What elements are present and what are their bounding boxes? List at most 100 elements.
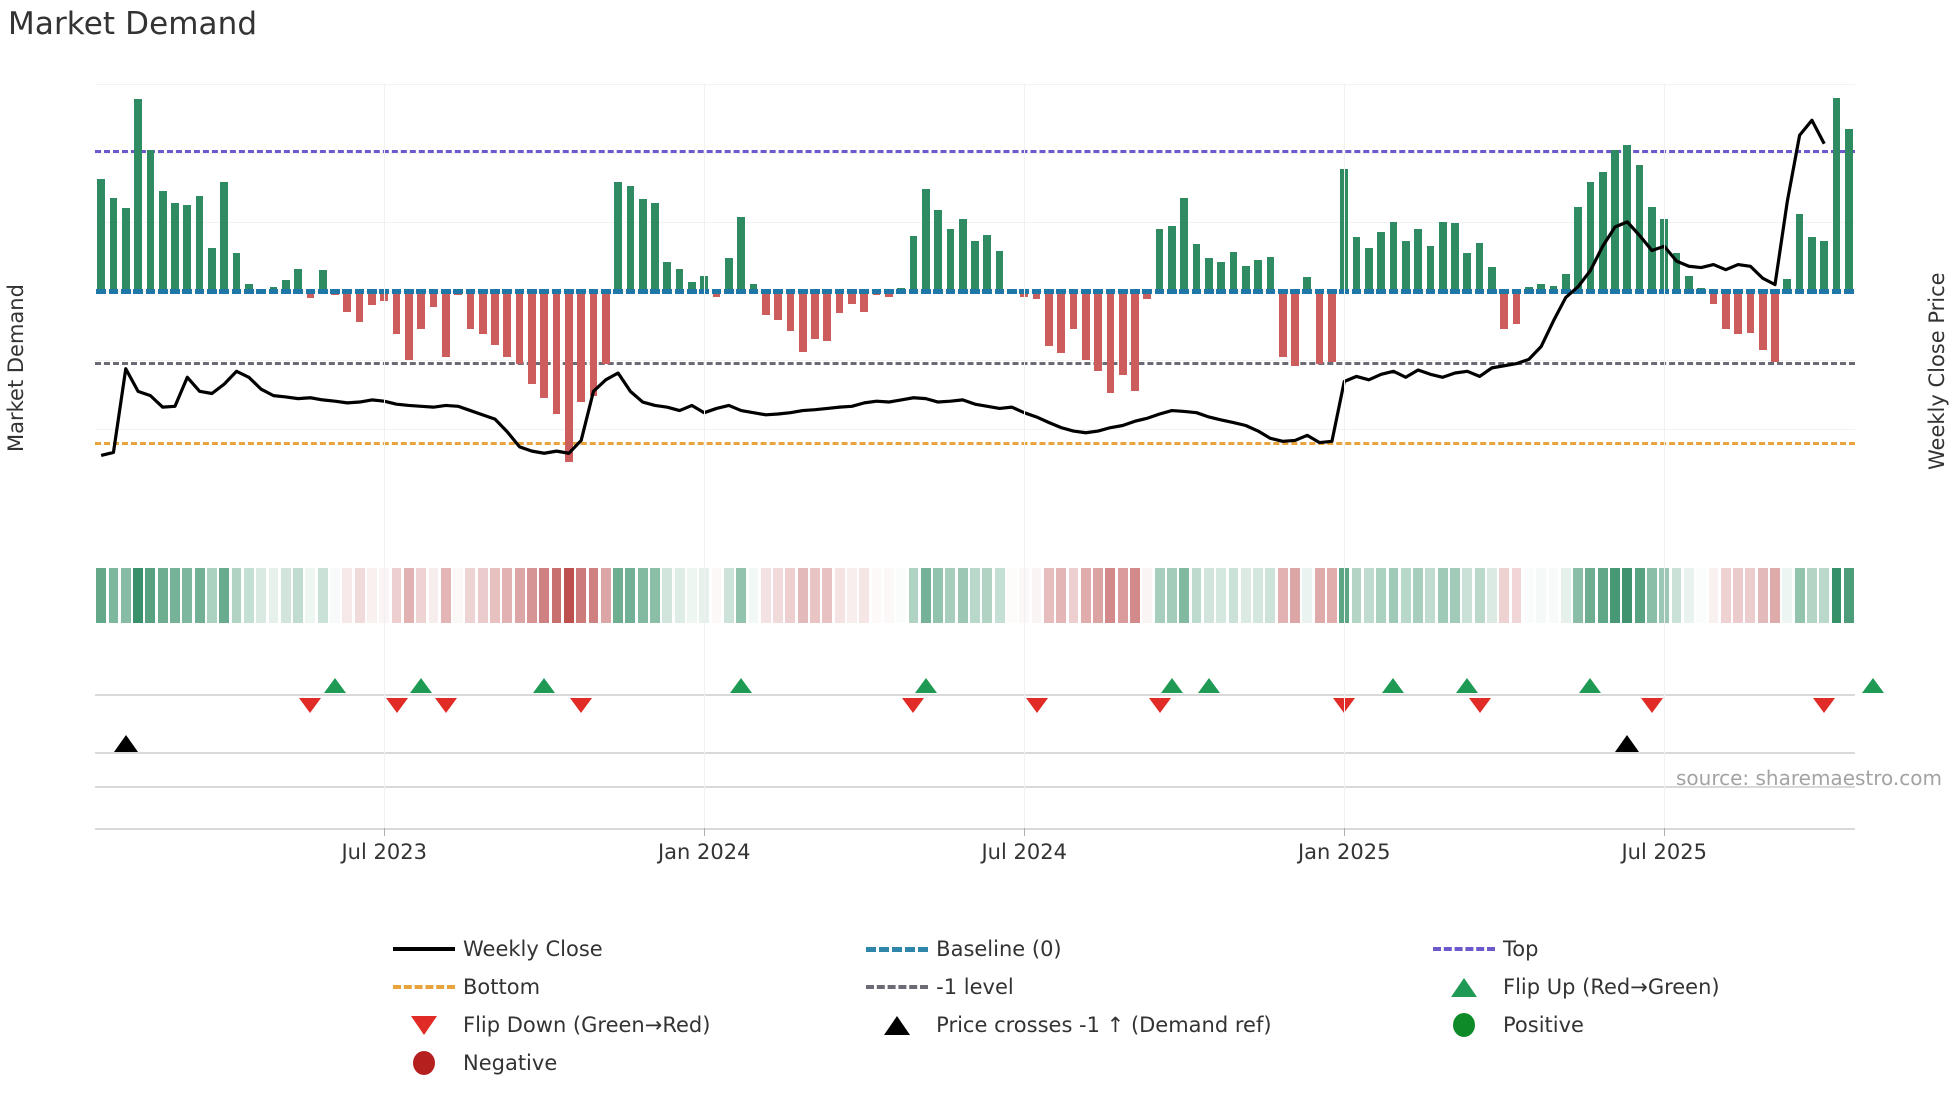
baseline-segment bbox=[1585, 289, 1596, 295]
baseline-segment bbox=[342, 289, 353, 295]
legend-item[interactable]: Positive bbox=[1425, 1006, 1685, 1044]
flip-up-marker bbox=[533, 678, 556, 693]
baseline-segment bbox=[1794, 289, 1805, 295]
heatmap-cell bbox=[1413, 568, 1423, 623]
heatmap-cell bbox=[723, 568, 734, 623]
baseline-segment bbox=[1733, 289, 1743, 295]
legend-label: Flip Down (Green→Red) bbox=[463, 1013, 711, 1037]
baseline-segment bbox=[773, 289, 783, 295]
heatmap-cell bbox=[194, 568, 205, 623]
heatmap-cell bbox=[920, 568, 931, 623]
heatmap-cell bbox=[1302, 568, 1313, 623]
baseline-segment bbox=[133, 289, 143, 295]
legend-item[interactable]: Negative bbox=[385, 1044, 858, 1082]
legend-glyph bbox=[385, 985, 463, 989]
heatmap-cell bbox=[342, 568, 353, 623]
demand-bar bbox=[1155, 228, 1164, 292]
demand-bar bbox=[1180, 197, 1189, 292]
baseline-segment bbox=[1807, 289, 1817, 295]
heatmap-cell bbox=[1363, 568, 1374, 623]
demand-bar bbox=[1611, 149, 1619, 292]
legend-item[interactable]: Baseline (0) bbox=[858, 930, 1425, 968]
flip-marker-axis bbox=[95, 694, 1855, 696]
demand-bar bbox=[343, 291, 352, 312]
baseline-segment bbox=[637, 289, 648, 295]
baseline-segment bbox=[1708, 289, 1719, 295]
heatmap-cell bbox=[1314, 568, 1325, 623]
heatmap-cell bbox=[1117, 568, 1128, 623]
demand-bar bbox=[995, 251, 1004, 292]
baseline-segment bbox=[539, 289, 550, 295]
legend-item[interactable]: Weekly Close bbox=[385, 930, 858, 968]
demand-bar bbox=[651, 202, 659, 292]
legend-item[interactable]: Flip Down (Green→Red) bbox=[385, 1006, 858, 1044]
heatmap-cell bbox=[416, 568, 427, 623]
flip-down-marker bbox=[385, 698, 408, 713]
bottom-line-icon bbox=[393, 985, 455, 989]
legend-item[interactable]: -1 level bbox=[858, 968, 1425, 1006]
heatmap-cell bbox=[970, 568, 980, 623]
heatmap-cell bbox=[933, 568, 943, 623]
heatmap-cell bbox=[1290, 568, 1300, 623]
demand-bar bbox=[1475, 242, 1484, 292]
demand-bar bbox=[958, 218, 967, 292]
baseline-segment bbox=[207, 289, 217, 295]
heatmap-cell bbox=[453, 568, 463, 623]
legend-item[interactable]: Price crosses -1 ↑ (Demand ref) bbox=[858, 1006, 1425, 1044]
demand-bar bbox=[749, 284, 758, 292]
baseline-segment bbox=[231, 289, 242, 295]
baseline-segment bbox=[982, 289, 993, 295]
heatmap-cell bbox=[957, 568, 968, 623]
baseline-segment bbox=[1487, 289, 1497, 295]
baseline-segment bbox=[1007, 289, 1017, 295]
baseline-segment bbox=[1142, 289, 1153, 295]
baseline-segment bbox=[1327, 289, 1337, 295]
heatmap-cell bbox=[1105, 568, 1116, 623]
legend-glyph bbox=[858, 985, 936, 989]
baseline-segment bbox=[1647, 289, 1657, 295]
baseline-segment bbox=[859, 289, 870, 295]
baseline-segment bbox=[170, 289, 180, 295]
legend-label: Bottom bbox=[463, 975, 541, 999]
x-axis-tick-label: Jul 2025 bbox=[1621, 840, 1707, 864]
heatmap-cell bbox=[182, 568, 193, 623]
heatmap-cell bbox=[1031, 568, 1042, 623]
legend-label: Baseline (0) bbox=[936, 937, 1062, 961]
heatmap-cell bbox=[1683, 568, 1694, 623]
baseline-segment bbox=[994, 289, 1005, 295]
baseline-segment bbox=[219, 289, 230, 295]
baseline-segment bbox=[797, 289, 808, 295]
demand-bar bbox=[195, 195, 204, 292]
heatmap-cell bbox=[527, 568, 537, 623]
heatmap-cell bbox=[1154, 568, 1165, 623]
baseline-segment bbox=[613, 289, 623, 295]
demand-bar bbox=[1561, 273, 1570, 292]
x-axis-tick-mark bbox=[384, 828, 386, 836]
demand-bar bbox=[1315, 291, 1324, 364]
demand-bar bbox=[515, 291, 524, 364]
heatmap-cell bbox=[354, 568, 365, 623]
demand-bar bbox=[786, 291, 795, 332]
demand-bar bbox=[1808, 237, 1816, 292]
demand-bar bbox=[1241, 266, 1250, 292]
flip-up-marker bbox=[410, 678, 433, 693]
heatmap-cell bbox=[908, 568, 919, 623]
heatmap-cell bbox=[428, 568, 439, 623]
x-axis-tick-mark bbox=[1024, 828, 1026, 836]
baseline-segment bbox=[810, 289, 820, 295]
baseline-segment bbox=[145, 289, 156, 295]
flip-down-triangle-icon bbox=[411, 1015, 437, 1035]
baseline-segment bbox=[280, 289, 291, 295]
baseline-segment bbox=[945, 289, 956, 295]
flip-up-marker bbox=[1579, 678, 1602, 693]
legend-item[interactable]: Flip Up (Red→Green) bbox=[1425, 968, 1720, 1006]
heatmap-cell bbox=[243, 568, 254, 623]
legend-item[interactable]: Top bbox=[1425, 930, 1685, 968]
heatmap-cell bbox=[1142, 568, 1153, 623]
heatmap-cell bbox=[1167, 568, 1177, 623]
legend-item[interactable]: Bottom bbox=[385, 968, 858, 1006]
heatmap-cell bbox=[145, 568, 156, 623]
flip-down-marker bbox=[1640, 698, 1663, 713]
legend-label: Flip Up (Red→Green) bbox=[1503, 975, 1720, 999]
demand-bar bbox=[1229, 252, 1238, 292]
